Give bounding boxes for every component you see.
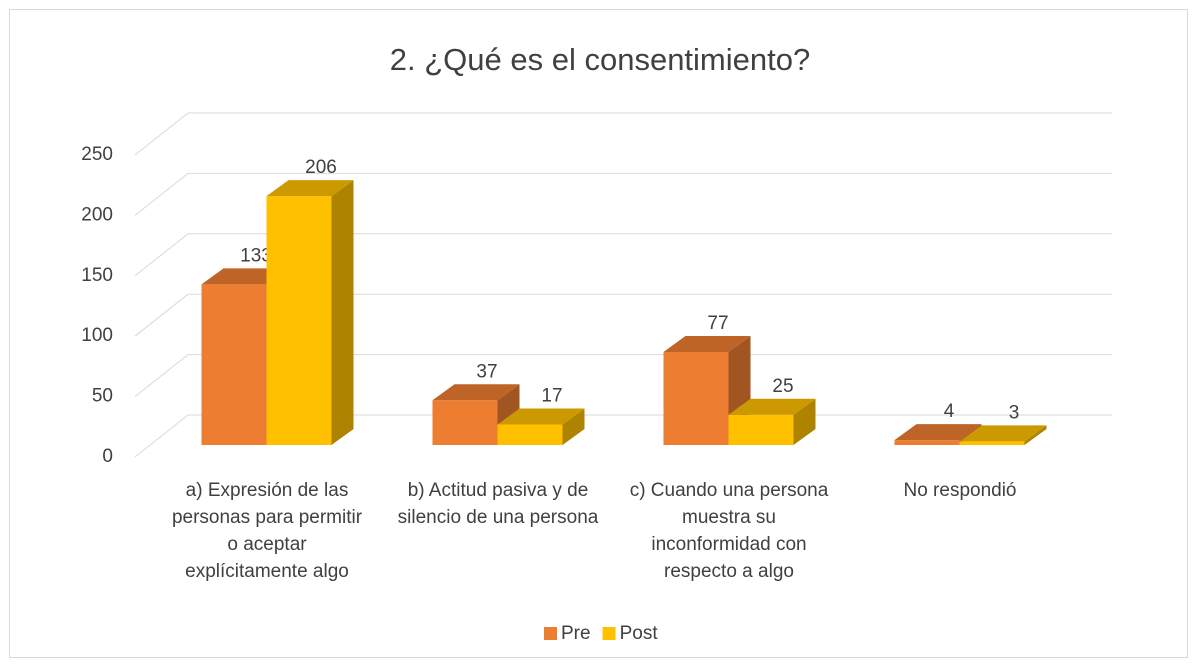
data-label: 4 — [944, 401, 955, 422]
x-tick-label: c) Cuando una persona muestra su inconfo… — [629, 480, 829, 582]
data-label: 25 — [772, 376, 793, 397]
legend-swatch — [544, 627, 557, 640]
bar-face — [497, 424, 563, 445]
bar — [728, 398, 816, 445]
grid-line — [134, 293, 189, 337]
bar — [959, 425, 1047, 445]
bar-face — [728, 398, 816, 415]
x-tick-label: No respondió — [903, 480, 1017, 501]
data-label: 77 — [707, 313, 728, 334]
bar-face — [959, 441, 1025, 445]
data-label: 37 — [476, 361, 497, 382]
bar-face — [432, 400, 498, 445]
bar — [497, 408, 585, 445]
y-tick-label: 150 — [81, 265, 113, 286]
legend-label: Post — [620, 623, 659, 644]
bar-face — [663, 335, 751, 352]
grid-line — [134, 112, 189, 156]
data-label: 206 — [305, 157, 337, 178]
grid-line — [134, 414, 189, 458]
bar-face — [497, 408, 585, 425]
x-tick-label: b) Actitud pasiva y de silencio de una p… — [397, 480, 599, 528]
bar-face — [266, 180, 354, 197]
y-tick-label: 200 — [81, 204, 113, 225]
y-tick-label: 0 — [102, 446, 113, 467]
bar — [266, 180, 354, 446]
x-tick-label: a) Expresión de las personas para permit… — [171, 480, 363, 582]
legend-swatch — [602, 627, 616, 640]
data-label: 3 — [1009, 402, 1020, 423]
chart-title: 2. ¿Qué es el consentimiento? — [390, 42, 810, 77]
bar-face — [331, 180, 354, 446]
grid-line — [134, 173, 189, 216]
bar-face — [663, 351, 729, 445]
bar-face — [201, 284, 267, 445]
y-tick-label: 50 — [92, 386, 113, 407]
bar-face — [728, 414, 794, 445]
grid-line — [134, 354, 189, 397]
grid-line — [134, 233, 189, 277]
data-label: 133 — [240, 245, 272, 266]
bar-face — [432, 384, 520, 401]
bar-face — [562, 408, 585, 445]
bar-face — [1024, 425, 1047, 445]
bar-face — [266, 196, 332, 445]
y-tick-label: 100 — [81, 325, 113, 346]
bar-face — [894, 424, 982, 441]
bar-face — [894, 440, 960, 445]
bar-face — [793, 398, 816, 445]
y-tick-label: 250 — [81, 144, 113, 165]
bar-face — [959, 425, 1047, 442]
data-label: 17 — [541, 385, 562, 406]
legend-label: Pre — [561, 623, 591, 644]
